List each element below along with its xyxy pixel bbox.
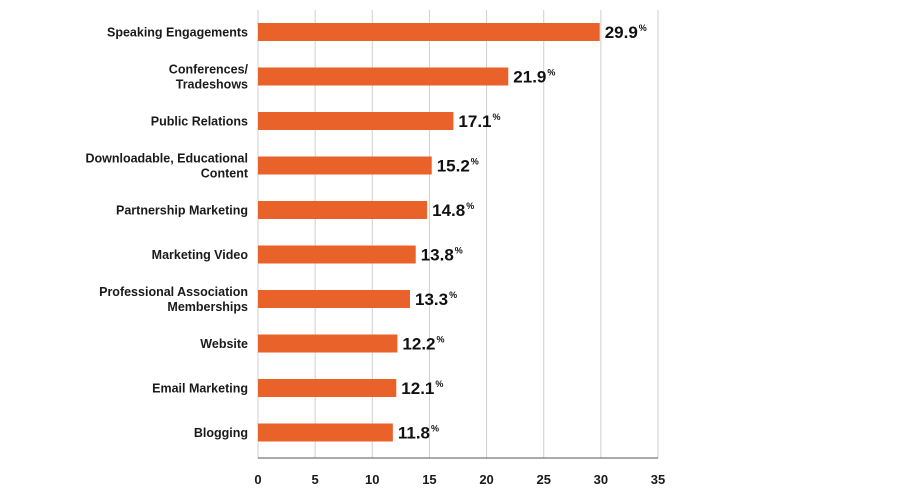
value-percent-sign: % <box>455 246 463 256</box>
category-label-line: Public Relations <box>151 115 248 129</box>
x-tick-label: 20 <box>479 472 493 487</box>
category-label: Downloadable, Educational Content <box>85 152 248 181</box>
category-labels: Speaking Engagements Conferences/Tradesho… <box>85 26 248 441</box>
category-label-line: Professional Association <box>99 285 248 299</box>
category-label: Email Marketing <box>152 382 248 396</box>
category-label: Public Relations <box>151 115 248 129</box>
category-label: Conferences/Tradeshows <box>169 63 249 92</box>
value-label: 17.1% <box>458 112 500 131</box>
value-label: 11.8% <box>398 424 439 443</box>
value-number: 12.1 <box>401 379 434 398</box>
category-label-line: Tradeshows <box>176 78 248 92</box>
value-labels: 29.9%21.9%17.1%15.2%14.8%13.8%13.3%12.2%… <box>398 23 647 443</box>
value-label: 14.8% <box>432 201 474 220</box>
category-label: Marketing Video <box>152 248 249 262</box>
value-percent-sign: % <box>449 290 457 300</box>
category-label-line: Downloadable, Educational <box>85 152 248 166</box>
category-label-line: Marketing Video <box>152 248 249 262</box>
value-percent-sign: % <box>435 379 443 389</box>
x-tick-label: 35 <box>651 472 665 487</box>
bar <box>258 201 428 219</box>
x-tick-label: 30 <box>594 472 608 487</box>
value-number: 21.9 <box>513 68 546 87</box>
value-number: 17.1 <box>458 112 491 131</box>
value-percent-sign: % <box>547 68 555 78</box>
category-label: Professional Association Memberships <box>99 285 248 314</box>
bar <box>258 245 416 264</box>
bar <box>258 67 509 86</box>
bar <box>258 156 432 175</box>
x-tick-label: 25 <box>536 472 550 487</box>
value-number: 12.2 <box>402 335 435 354</box>
x-tick-label: 5 <box>312 472 319 487</box>
category-label: Speaking Engagements <box>107 26 248 40</box>
category-label-line: Speaking Engagements <box>107 26 248 40</box>
value-percent-sign: % <box>437 335 445 345</box>
category-label: Blogging <box>194 426 248 440</box>
value-label: 13.8% <box>421 246 463 265</box>
category-label-line: Blogging <box>194 426 248 440</box>
category-label: Website <box>200 337 248 351</box>
value-percent-sign: % <box>493 112 501 122</box>
category-label-line: Content <box>201 167 249 181</box>
value-percent-sign: % <box>471 157 479 167</box>
category-label-line: Conferences/ <box>169 63 249 77</box>
bar <box>258 112 454 130</box>
bar <box>258 423 393 442</box>
x-axis-ticks: 0 5 10 15 20 25 30 35 <box>254 472 665 487</box>
value-number: 14.8 <box>432 201 465 220</box>
category-label: Partnership Marketing <box>116 204 248 218</box>
category-label-line: Memberships <box>167 300 248 314</box>
value-label: 12.1% <box>401 379 443 398</box>
value-percent-sign: % <box>431 424 439 434</box>
value-number: 15.2 <box>437 157 470 176</box>
value-number: 13.8 <box>421 246 454 265</box>
bars <box>258 23 600 442</box>
category-label-line: Website <box>200 337 248 351</box>
value-label: 12.2% <box>402 335 444 354</box>
value-percent-sign: % <box>466 201 474 211</box>
value-label: 29.9% <box>605 23 647 42</box>
bar <box>258 23 600 41</box>
category-label-line: Email Marketing <box>152 382 248 396</box>
x-tick-label: 10 <box>365 472 379 487</box>
category-label-line: Partnership Marketing <box>116 204 248 218</box>
value-number: 13.3 <box>415 290 448 309</box>
x-tick-label: 15 <box>422 472 436 487</box>
bar <box>258 334 398 353</box>
bar <box>258 379 397 397</box>
x-tick-label: 0 <box>254 472 261 487</box>
bar <box>258 290 410 308</box>
value-label: 15.2% <box>437 157 479 176</box>
value-label: 13.3% <box>415 290 457 309</box>
value-number: 29.9 <box>605 23 638 42</box>
value-number: 11.8 <box>398 424 430 443</box>
value-percent-sign: % <box>639 23 647 33</box>
value-label: 21.9% <box>513 68 555 87</box>
